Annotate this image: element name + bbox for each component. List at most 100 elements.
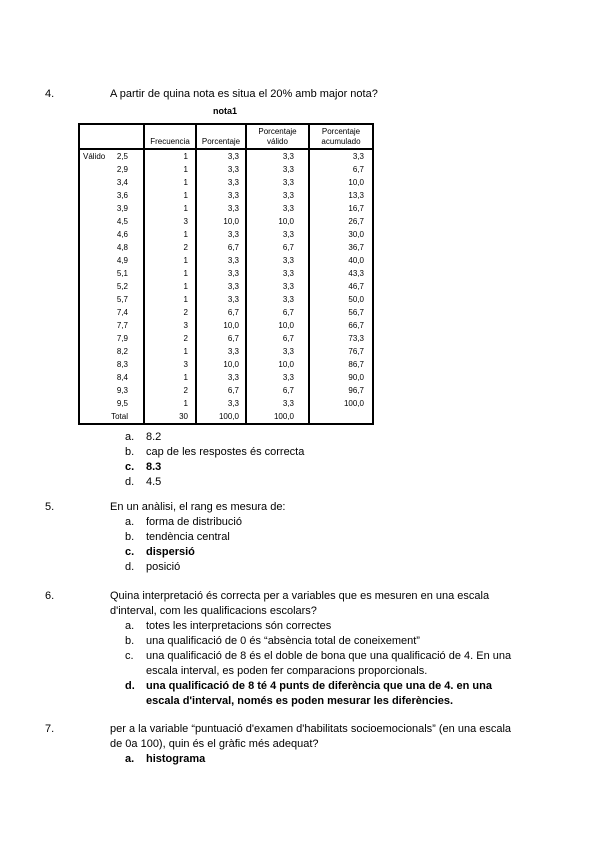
table-cell: 3,3	[245, 397, 309, 410]
table-cell: 8,3	[116, 360, 128, 369]
option-text-line: una qualificació de 8 té 4 punts de dife…	[146, 680, 492, 692]
option-text-line: 4.5	[146, 476, 162, 488]
question-text-line: Quina interpretació és correcta per a va…	[110, 590, 490, 602]
option-text: una qualificació de 0 és “absència total…	[146, 634, 600, 649]
option-text: totes les interpretacions són correctes	[146, 619, 600, 634]
table-cell: 43,3	[308, 267, 373, 280]
table-cell: 3,3	[195, 267, 246, 280]
option-d: d. 4.5	[125, 475, 304, 490]
table-cell: 5,7	[116, 295, 128, 304]
table-cell: 6,7	[245, 241, 309, 254]
valid-section-label: Válido	[83, 152, 106, 161]
question-text-line: de 0a 100), quin és el gràfic més adequa…	[110, 738, 319, 750]
option-text: 8.2	[146, 430, 304, 445]
question-number: 4.	[45, 88, 55, 100]
table-row: 8,3 3 10,0 10,0 86,7	[79, 358, 373, 371]
table-cell: 5,1	[116, 269, 128, 278]
table-header: Frecuencia Porcentaje Porcentaje válido …	[79, 124, 373, 150]
table-cell: Total	[111, 412, 128, 421]
table-cell: 1	[143, 280, 196, 293]
option-b: b. tendència central	[125, 530, 600, 545]
table-cell: 1	[143, 176, 196, 189]
table-row: 7,4 2 6,7 6,7 56,7	[79, 306, 373, 319]
table-cell: 6,7	[195, 241, 246, 254]
table-cell: 96,7	[308, 384, 373, 397]
table-cell: 6,7	[195, 306, 246, 319]
option-text-line: una qualificació de 0 és “absència total…	[146, 635, 420, 647]
table-cell: 13,3	[308, 189, 373, 202]
option-letter: d.	[125, 561, 135, 573]
table-cell: 3,3	[195, 189, 246, 202]
table-cell: 1	[143, 149, 196, 163]
option-letter: c.	[125, 461, 135, 473]
table-cell: 40,0	[308, 254, 373, 267]
table-cell: 6,7	[245, 332, 309, 345]
question-text: En un anàlisi, el rang es mesura de:	[110, 500, 600, 515]
question-text: A partir de quina nota es situa el 20% a…	[110, 87, 600, 102]
table-cell: 3,3	[195, 397, 246, 410]
table-cell: 3,3	[195, 228, 246, 241]
table-cell: 5,2	[116, 282, 128, 291]
table-cell: 1	[143, 293, 196, 306]
table-cell: 8,2	[116, 347, 128, 356]
option-b: b. cap de les respostes és correcta	[125, 445, 304, 460]
options-list-q7: a. histograma	[125, 752, 600, 767]
option-letter: a.	[125, 431, 135, 443]
option-text: 8.3	[146, 460, 304, 475]
table-cell: 100,0	[245, 410, 309, 424]
table-cell: 66,7	[308, 319, 373, 332]
table-cell: 1	[143, 267, 196, 280]
table-cell: 6,7	[195, 332, 246, 345]
question-text-line: d'interval, com les qualificacions escol…	[110, 605, 317, 617]
option-text-line: escala interval, es poden fer comparacio…	[146, 665, 428, 677]
table-cell: 1	[143, 202, 196, 215]
table-cell: 3,3	[245, 345, 309, 358]
table-cell: 86,7	[308, 358, 373, 371]
table-body: Válido 2,5 1 3,3 3,3 3,3 2,9 1 3,3 3,3 6,7 3,4 1 3,3 3…	[79, 149, 373, 424]
table-cell: 30,0	[308, 228, 373, 241]
table-cell: 6,7	[195, 384, 246, 397]
table-cell: 7,7	[116, 321, 128, 330]
option-c: c. una qualificació de 8 és el doble de b…	[125, 649, 600, 679]
table-cell: 36,7	[308, 241, 373, 254]
option-letter: b.	[125, 531, 135, 543]
table-cell: 3,3	[245, 371, 309, 384]
table-cell: 10,0	[308, 176, 373, 189]
option-text: una qualificació de 8 té 4 punts de dife…	[146, 679, 600, 709]
table-cell: 6,7	[245, 306, 309, 319]
table-cell: 30	[143, 410, 196, 424]
table-cell	[308, 410, 373, 424]
question-7: 7. per a la variable “puntuació d'examen…	[0, 722, 600, 767]
option-text-line: 8.2	[146, 431, 162, 443]
option-letter: a.	[125, 620, 135, 632]
table-row: 8,2 1 3,3 3,3 76,7	[79, 345, 373, 358]
table-cell: 1	[143, 345, 196, 358]
question-text-line: A partir de quina nota es situa el 20% a…	[110, 88, 378, 100]
table-cell: 46,7	[308, 280, 373, 293]
table-header-row: Frecuencia Porcentaje Porcentaje válido …	[79, 124, 373, 150]
table-cell: 3	[143, 358, 196, 371]
option-a: a. 8.2	[125, 430, 304, 445]
table-cell: 16,7	[308, 202, 373, 215]
table-cell: 3,3	[195, 254, 246, 267]
table-cell: 100,0	[308, 397, 373, 410]
table-cell: 76,7	[308, 345, 373, 358]
option-text: 4.5	[146, 475, 304, 490]
table-cell: 4,5	[116, 217, 128, 226]
table-cell: 2	[143, 306, 196, 319]
table-cell: 4,9	[116, 256, 128, 265]
table-cell: 3,3	[195, 176, 246, 189]
table-row: 3,6 1 3,3 3,3 13,3	[79, 189, 373, 202]
table-cell: 90,0	[308, 371, 373, 384]
frequency-table-block: nota1 Frecuencia Porcentaje Porcentaje v…	[78, 104, 374, 425]
option-text-line: totes les interpretacions són correctes	[146, 620, 332, 632]
option-text-line: una qualificació de 8 és el doble de bon…	[146, 650, 512, 662]
question-5: 5. En un anàlisi, el rang es mesura de: …	[0, 500, 600, 575]
table-cell: 2	[143, 241, 196, 254]
table-cell: 2,9	[116, 165, 128, 174]
option-b: b. una qualificació de 0 és “absència tot…	[125, 634, 600, 649]
table-cell: 4,8	[116, 243, 128, 252]
table-row: 4,9 1 3,3 3,3 40,0	[79, 254, 373, 267]
table-cell: 10,0	[195, 319, 246, 332]
